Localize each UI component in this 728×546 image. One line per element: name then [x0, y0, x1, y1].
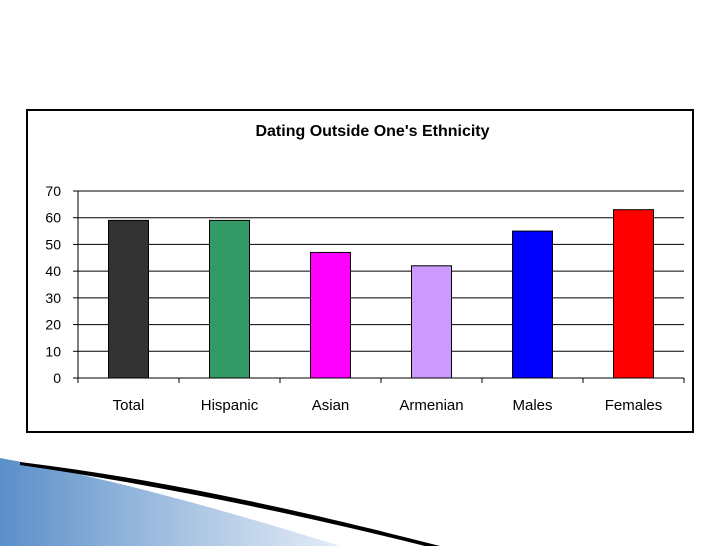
blue-swoosh — [0, 458, 340, 546]
x-tick-label: Asian — [312, 397, 350, 414]
bar-asian — [310, 251, 351, 379]
black-swoosh-line — [20, 462, 440, 546]
x-tick-label: Hispanic — [201, 397, 259, 414]
bar-total — [108, 219, 149, 379]
chart-title: Dating Outside One's Ethnicity — [255, 123, 490, 140]
bar-hispanic — [209, 219, 250, 379]
y-tick-label: 20 — [45, 317, 61, 333]
y-tick-label: 60 — [45, 210, 61, 226]
bar-females — [613, 209, 654, 379]
y-tick-label: 50 — [45, 236, 61, 252]
x-tick-label: Females — [605, 397, 663, 414]
x-tick-label: Armenian — [399, 397, 463, 414]
x-tick-label: Males — [512, 397, 552, 414]
y-tick-label: 70 — [45, 183, 61, 199]
bar-males — [512, 230, 553, 379]
y-tick-label: 30 — [45, 290, 61, 306]
x-tick-label: Total — [113, 397, 145, 414]
bar-armenian — [411, 265, 452, 379]
y-tick-label: 0 — [53, 370, 61, 386]
y-tick-label: 10 — [45, 343, 61, 359]
y-tick-label: 40 — [45, 263, 61, 279]
